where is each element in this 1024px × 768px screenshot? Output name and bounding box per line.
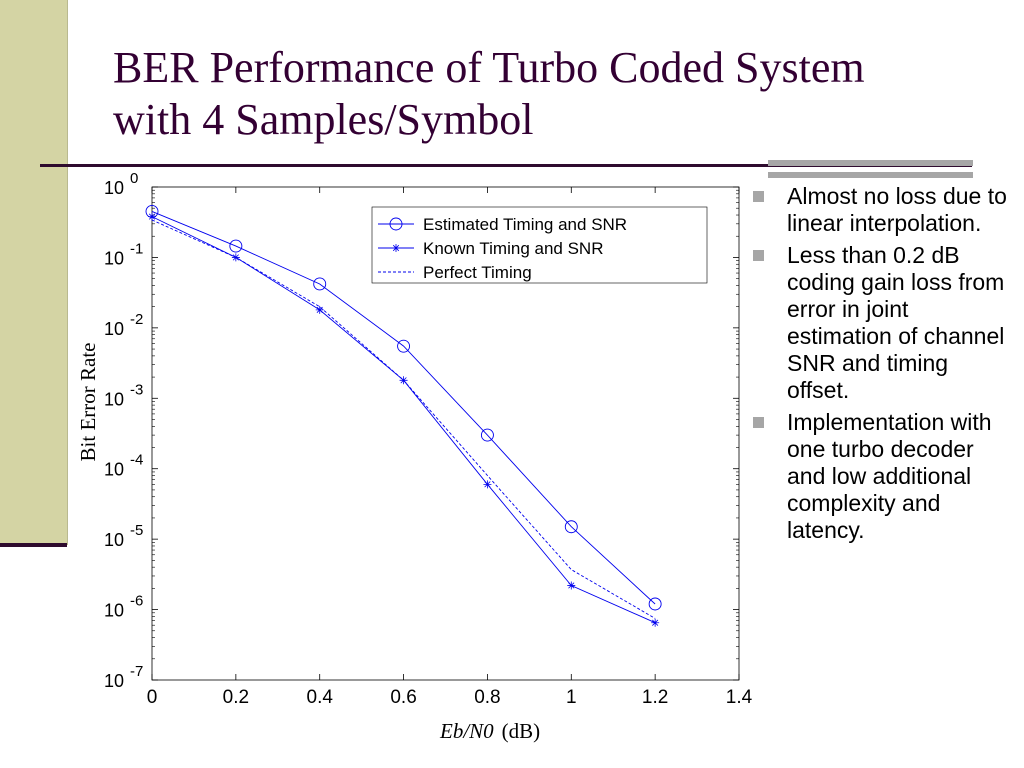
bullet-text: Implementation with one turbo decoder an… [787, 409, 992, 543]
circle-marker [389, 217, 403, 231]
y-tick-label-base: 10 [104, 389, 124, 409]
bullet-text: Less than 0.2 dB coding gain loss from e… [787, 242, 1005, 403]
bullet-square-icon [753, 250, 764, 261]
title-rule-grey-bottom [768, 172, 973, 178]
legend-label: Known Timing and SNR [423, 239, 603, 258]
x-tick-label: 0.2 [223, 687, 249, 708]
y-tick-label-base: 10 [104, 601, 124, 621]
bullet-item: Less than 0.2 dB coding gain loss from e… [752, 242, 1012, 404]
y-tick-label-exponent: -4 [130, 452, 143, 469]
y-tick-label-base: 10 [104, 530, 124, 550]
y-tick-label-base: 10 [104, 460, 124, 480]
legend-label: Perfect Timing [423, 263, 532, 282]
y-tick-label-exponent: -3 [130, 381, 143, 398]
bullet-item: Implementation with one turbo decoder an… [752, 409, 1012, 544]
x-tick-label: 0.8 [474, 687, 500, 708]
y-tick-label-exponent: -1 [130, 240, 143, 257]
legend: Estimated Timing and SNR Known Timing and… [371, 206, 708, 284]
bullet-item: Almost no loss due to linear interpolati… [752, 183, 1012, 237]
title-line-1: BER Performance of Turbo Coded System [113, 43, 865, 92]
x-tick-label: 1 [566, 687, 577, 708]
slide-title: BER Performance of Turbo Coded System wi… [113, 42, 993, 146]
circle-marker [648, 597, 662, 611]
plot-frame [151, 186, 740, 681]
y-tick-label-base: 10 [104, 319, 124, 339]
star-marker [315, 305, 324, 314]
x-tick-label: 0.6 [390, 687, 416, 708]
title-line-2: with 4 Samples/Symbol [113, 95, 534, 144]
y-tick-label-exponent: -2 [130, 311, 143, 328]
y-tick-label-base: 10 [104, 671, 124, 691]
circle-marker [480, 428, 494, 442]
legend-box [371, 206, 708, 284]
bullet-square-icon [753, 191, 764, 202]
star-marker [148, 212, 156, 221]
star-marker [483, 480, 492, 489]
star-marker [392, 244, 400, 252]
y-tick-label-exponent: 0 [130, 170, 138, 187]
y-tick-label-base: 10 [104, 248, 124, 268]
bullet-square-icon [753, 417, 764, 428]
circle-marker [313, 277, 327, 291]
series-line [151, 219, 656, 619]
circle-marker [397, 339, 411, 353]
y-axis-label: Bit Error Rate [76, 343, 100, 462]
series-layer [145, 204, 662, 627]
y-tick-label-base: 10 [104, 178, 124, 198]
x-axis-label: Eb/N0 (dB) [439, 719, 540, 743]
legend-label: Estimated Timing and SNR [423, 215, 627, 234]
x-tick-label: 0.4 [307, 687, 334, 708]
x-tick-label: 0 [147, 687, 158, 708]
series-line [151, 210, 656, 605]
circle-marker [564, 520, 578, 534]
star-marker [651, 618, 660, 627]
y-tick-label-exponent: -5 [130, 522, 143, 539]
y-tick-label-exponent: -7 [130, 663, 143, 680]
x-tick-label: 1.4 [726, 687, 753, 708]
title-rule-grey-top [768, 160, 973, 166]
star-marker [567, 581, 576, 590]
band-divider [67, 0, 68, 545]
x-tick-label: 1.2 [642, 687, 668, 708]
left-decor-band [0, 0, 67, 545]
circle-marker [229, 239, 243, 253]
bullet-text: Almost no loss due to linear interpolati… [787, 183, 1007, 236]
title-rule [40, 164, 972, 167]
y-tick-label-exponent: -6 [130, 593, 143, 610]
bullet-list: Almost no loss due to linear interpolati… [752, 183, 1012, 549]
left-band-line [0, 543, 67, 547]
ticks-layer: 0 0.2 0.4 0.6 0.8 1 1.2 1.4 10 0 10 -1 10 -2 10 -3 10 -4 1… [104, 170, 753, 708]
